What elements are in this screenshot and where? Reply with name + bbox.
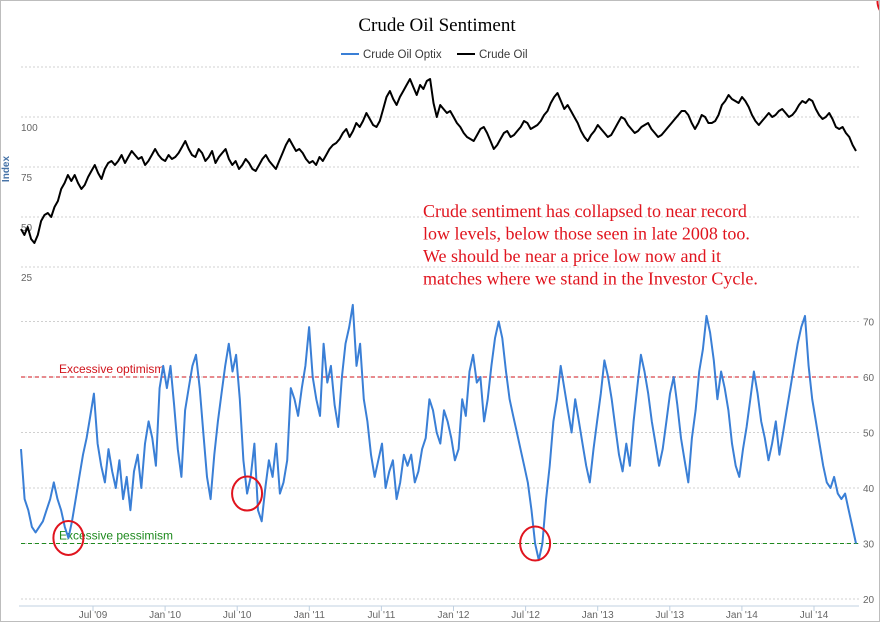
x-tick-label: Jan '13 <box>582 610 614 621</box>
series-lines <box>20 78 857 562</box>
legend-item-optix[interactable]: Crude Oil Optix <box>363 49 442 61</box>
bottom-y-tick-label: 60 <box>863 373 875 384</box>
reference-lines: Excessive optimism Excessive pessimism <box>21 362 859 544</box>
x-tick-label: Jan '10 <box>149 610 181 621</box>
low-circle-marker <box>519 525 552 562</box>
x-tick-label: Jul '12 <box>511 610 540 621</box>
x-tick-label: Jul '09 <box>79 610 108 621</box>
chart-title: Crude Oil Sentiment <box>358 15 516 36</box>
x-tick-label: Jul '14 <box>800 610 829 621</box>
bottom-y-tick-label: 20 <box>863 595 875 606</box>
annotation-text: Crude sentiment has collapsed to near re… <box>423 201 758 289</box>
crude-oil-optix-series-line <box>20 303 857 562</box>
annotation-line: matches where we stand in the Investor C… <box>423 269 758 289</box>
crude-oil-series-line <box>20 78 857 244</box>
annotation-line: Crude sentiment has collapsed to near re… <box>423 201 747 221</box>
bottom-y-tick-label: 50 <box>863 429 875 440</box>
bottom-y-tick-label: 40 <box>863 484 875 495</box>
bottom-y-tick-label: 30 <box>863 540 875 551</box>
x-tick-label: Jan '14 <box>726 610 758 621</box>
x-tick-label: Jan '12 <box>438 610 470 621</box>
x-tick-label: Jul '10 <box>223 610 252 621</box>
excessive-optimism-label: Excessive optimism <box>59 362 164 376</box>
excessive-pessimism-label: Excessive pessimism <box>59 529 173 543</box>
circled-lows <box>52 1 879 562</box>
legend-item-crude[interactable]: Crude Oil <box>479 49 528 61</box>
y-axis-label: Index <box>1 156 12 183</box>
x-tick-label: Jul '11 <box>367 610 395 621</box>
legend: Crude Oil Optix Crude Oil <box>341 49 528 61</box>
x-tick-label: Jul '13 <box>656 610 685 621</box>
bottom-y-tick-label: 70 <box>863 318 875 329</box>
top-y-tick-label: 25 <box>21 273 33 284</box>
low-circle-marker <box>231 475 264 512</box>
top-y-tick-label: 75 <box>21 173 33 184</box>
x-axis-ticks: Jul '09 Jan '10 Jul '10 Jan '11 Jul '11 Jan '… <box>79 606 829 621</box>
annotation-line: low levels, below those seen in late 200… <box>423 224 750 244</box>
low-circle-marker <box>876 1 879 11</box>
x-tick-label: Jan '11 <box>294 610 326 621</box>
gridlines <box>21 66 859 600</box>
annotation-line: We should be near a price low now and it <box>423 246 721 266</box>
top-y-tick-label: 100 <box>21 123 38 134</box>
low-circle-marker <box>52 519 85 556</box>
